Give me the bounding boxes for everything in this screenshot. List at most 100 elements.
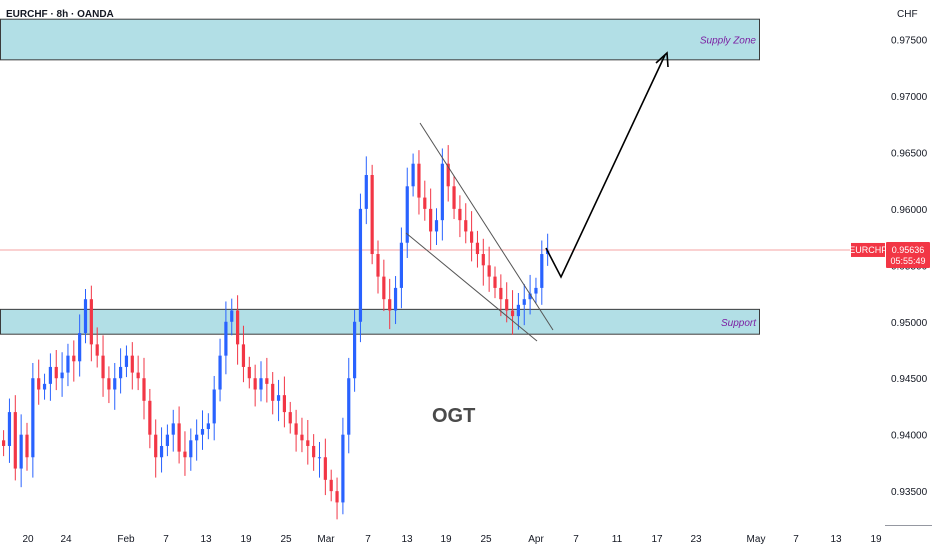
candle-body [95,344,99,356]
candle-body [376,254,380,277]
candle-body [241,344,246,367]
candle-body [2,440,6,446]
wedge-lower-line [405,232,538,342]
candle-body [124,355,129,367]
candle-body [48,366,52,384]
candle-body [7,412,12,446]
y-tick-label: 0.96500 [891,148,928,159]
x-tick-label: 7 [793,534,799,545]
candle-body [358,208,363,322]
x-tick-label: May [747,534,766,545]
candle-body [329,479,333,492]
price-label-box [886,241,930,268]
candle-body [411,163,415,187]
candle-body [516,304,520,317]
candle-body [165,434,169,446]
candle-body [107,378,111,390]
candle-body [323,457,327,480]
candle-body [288,412,292,424]
candle-body [446,163,450,187]
candle-body [317,457,322,459]
x-tick-label: 13 [200,534,212,545]
candle-body [259,378,263,390]
candle-body [370,175,374,255]
candle-body [364,175,368,209]
candle-body [499,287,503,300]
candle-body [247,366,251,379]
candle-body [113,378,117,390]
chart-title: EURCHF · 8h · OANDA [6,9,114,20]
y-tick-label: 0.94500 [891,374,928,385]
x-tick-label: 7 [573,534,579,545]
x-tick-label: Mar [317,534,335,545]
candle-body [423,197,427,209]
candle-body [200,429,205,435]
candle-body [119,366,123,379]
candle-body [510,310,515,317]
zone-label: Supply Zone [700,36,757,47]
candle-body [393,287,398,311]
candle-body [230,310,234,322]
candle-body [481,254,485,266]
candle-body [505,299,509,311]
arrow-head-icon [655,51,669,68]
candle-body [37,378,41,390]
symbol-label: EURCHF [849,245,887,255]
y-axis-currency: CHF [897,9,918,20]
x-tick-label: 7 [163,534,169,545]
candle-body [282,395,286,413]
candle-body [83,299,88,334]
candle-body [306,440,310,446]
candle-body [212,389,216,424]
x-tick-label: 24 [60,534,72,545]
candle-body [236,310,240,345]
candle-body [13,412,17,469]
candle-body [265,378,269,384]
candle-body [312,445,316,458]
y-tick-label: 0.97000 [891,92,928,103]
candle-body [475,242,480,255]
candle-body [177,423,181,452]
y-tick-label: 0.93500 [891,487,928,498]
candle-body [271,383,275,401]
candle-body [78,333,82,362]
y-tick-label: 0.96000 [891,205,928,216]
candle-body [89,299,93,345]
candle-body [253,378,257,390]
x-tick-label: 25 [480,534,492,545]
x-tick-label: 19 [240,534,252,545]
x-tick-label: Apr [528,534,544,545]
x-tick-label: 25 [280,534,292,545]
bar-countdown: 05:55:49 [890,256,925,266]
candle-body [493,276,497,288]
candle-body [540,254,544,288]
candle-body [440,163,444,221]
zone-supply [0,18,760,61]
y-tick-label: 0.97500 [891,36,928,47]
candle-body [154,434,158,458]
candle-body [224,321,228,356]
symbol-label-box [851,242,885,257]
candle-body [470,231,474,243]
candle-body [528,293,532,300]
candle-body [130,355,134,373]
candle-body [42,383,47,390]
candle-body [429,208,433,232]
candle-body [142,378,146,401]
candle-body [206,423,210,430]
candle-body [195,434,199,441]
candle-body [54,366,58,379]
candle-body [434,220,439,232]
candle-body [136,372,140,379]
candle-body [353,321,357,379]
candle-body [487,265,491,277]
candle-body [452,186,456,209]
x-tick-label: 17 [651,534,663,545]
candle-body [458,208,462,221]
candle-body [534,287,538,294]
candle-body [341,434,345,503]
x-tick-label: 19 [870,534,882,545]
x-tick-label: 13 [830,534,842,545]
